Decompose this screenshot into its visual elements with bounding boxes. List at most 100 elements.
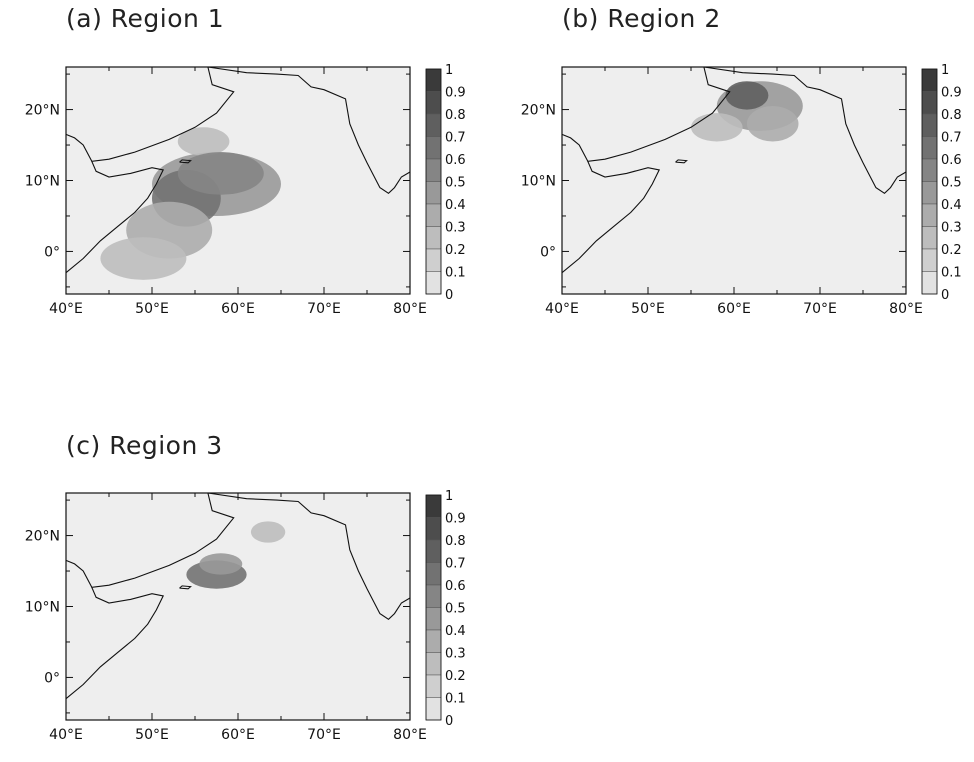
colorbar-segment: [425, 248, 442, 272]
colorbar-label: 0.3: [445, 647, 466, 662]
colorbar-label: 0.1: [445, 692, 466, 707]
lon-tick-label: 40°E: [49, 727, 83, 743]
colorbar-segment: [921, 248, 938, 272]
lat-tick-label: 0°: [44, 244, 60, 260]
lat-tick-label: 20°N: [25, 103, 60, 119]
colorbar-label: 0.8: [445, 534, 466, 549]
colorbar-segment: [425, 584, 442, 608]
colorbar-segment: [425, 203, 442, 227]
colorbar-label: 0.2: [941, 243, 962, 258]
lat-tick-label: 0°: [540, 244, 556, 260]
colorbar-label: 1: [445, 63, 453, 78]
coastline-india: [207, 492, 411, 621]
lon-tick-label: 70°E: [307, 301, 341, 317]
colorbar-label: 0: [445, 288, 453, 303]
map-panel-region-2: 40°E 50°E 60°E 70°E 80°E 20°N 10°N 0° 1 0.9 0.8 0.7…: [521, 63, 962, 317]
colorbar-segment: [425, 697, 442, 721]
colorbar-segment: [425, 226, 442, 250]
lon-tick-label: 70°E: [803, 301, 837, 317]
lon-tick-label: 60°E: [221, 301, 255, 317]
colorbar-segment: [425, 181, 442, 205]
colorbar-segment: [425, 158, 442, 182]
colorbar-label: 0.5: [445, 176, 466, 191]
coastline-red-sea: [65, 133, 93, 162]
colorbar-segment: [921, 226, 938, 250]
colorbar-segment: [425, 674, 442, 698]
lat-tick-label: 10°N: [25, 174, 60, 190]
probability-blob: [250, 521, 286, 543]
lon-tick-label: 70°E: [307, 727, 341, 743]
probability-blob: [177, 127, 230, 156]
lon-tick-label: 80°E: [393, 727, 427, 743]
colorbar-frame: [425, 494, 442, 721]
colorbar-label: 0.1: [445, 266, 466, 281]
colorbar-label: 0.6: [445, 153, 466, 168]
colorbar-segment: [425, 271, 442, 295]
plot-background: [66, 493, 410, 720]
colorbar-label: 1: [941, 63, 949, 78]
socotra-island: [179, 585, 192, 590]
coastline-india: [207, 66, 411, 195]
colorbar-label: 0.1: [941, 266, 962, 281]
colorbar-segment: [425, 539, 442, 563]
map-panel-region-1: 40°E 50°E 60°E 70°E 80°E 20°N 10°N 0° 1 0.9 0.8 0.7…: [25, 63, 466, 317]
coastline-red-sea: [65, 559, 93, 588]
colorbar-label: 0.7: [445, 557, 466, 572]
colorbar-segment: [425, 517, 442, 541]
lon-tick-label: 50°E: [135, 301, 169, 317]
colorbar-segment: [425, 652, 442, 676]
panel-a-title: (a) Region 1: [66, 4, 225, 33]
socotra-island: [675, 159, 688, 164]
coastline-africa-arabia: [65, 66, 235, 274]
colorbar-label: 0.5: [941, 176, 962, 191]
colorbar-label: 0.3: [941, 221, 962, 236]
coastline-africa-arabia: [65, 492, 235, 700]
colorbar-label: 0.9: [445, 512, 466, 527]
colorbar-segment: [921, 91, 938, 115]
colorbar-label: 0.8: [941, 108, 962, 123]
colorbar-segment: [425, 607, 442, 631]
colorbar-label: 0.4: [941, 198, 962, 213]
map-panel-region-3: 40°E 50°E 60°E 70°E 80°E 20°N 10°N 0° 1 0.9 0.8 0.7…: [25, 489, 466, 743]
probability-blob: [725, 81, 769, 110]
colorbar-label: 0.6: [941, 153, 962, 168]
lon-tick-label: 40°E: [49, 301, 83, 317]
colorbar-label: 0.5: [445, 602, 466, 617]
colorbar-label: 0: [445, 714, 453, 729]
probability-blob: [199, 553, 243, 575]
socotra-island: [179, 159, 192, 164]
colorbar-segment: [425, 136, 442, 160]
lat-tick-label: 0°: [44, 670, 60, 686]
probability-blob: [100, 237, 187, 280]
colorbar-label: 0.8: [445, 108, 466, 123]
colorbar-label: 1: [445, 489, 453, 504]
colorbar-label: 0.9: [941, 86, 962, 101]
probability-blob: [746, 106, 799, 142]
colorbar-label: 0.6: [445, 579, 466, 594]
lon-tick-label: 60°E: [717, 301, 751, 317]
coastline-red-sea: [561, 133, 589, 162]
lon-tick-label: 50°E: [135, 727, 169, 743]
colorbar-label: 0.4: [445, 198, 466, 213]
colorbar-label: 0: [941, 288, 949, 303]
colorbar-segment: [425, 91, 442, 115]
lon-tick-label: 80°E: [393, 301, 427, 317]
colorbar-segment: [921, 68, 938, 92]
lon-tick-label: 50°E: [631, 301, 665, 317]
colorbar-label: 0.3: [445, 221, 466, 236]
lon-tick-label: 40°E: [545, 301, 579, 317]
colorbar-label: 0.4: [445, 624, 466, 639]
colorbar-segment: [921, 181, 938, 205]
coastline-africa-arabia: [561, 66, 731, 274]
colorbar-label: 0.2: [445, 669, 466, 684]
colorbar-frame: [921, 68, 938, 295]
coastline-india: [703, 66, 907, 195]
panel-c-title: (c) Region 3: [66, 431, 223, 460]
colorbar-segment: [425, 113, 442, 137]
colorbar-segment: [425, 68, 442, 92]
colorbar-label: 0.2: [445, 243, 466, 258]
lat-tick-label: 10°N: [521, 174, 556, 190]
colorbar-segment: [425, 629, 442, 653]
colorbar-segment: [425, 562, 442, 586]
lon-tick-label: 60°E: [221, 727, 255, 743]
